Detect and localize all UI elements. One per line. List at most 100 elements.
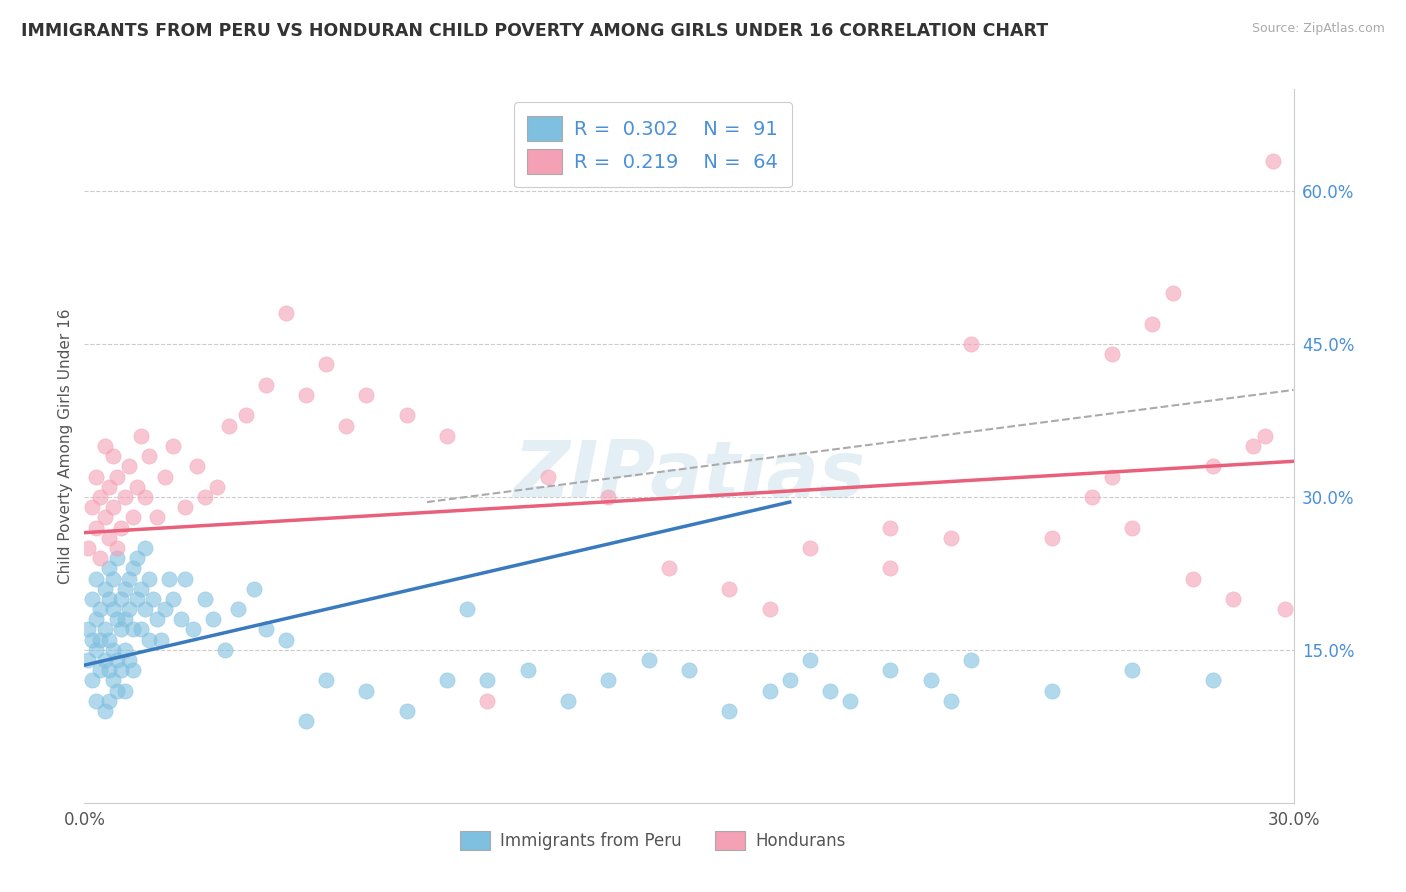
Point (477, 673, 499, 688)
Point (77, 541, 100, 555)
Point (162, 439, 184, 453)
Point (146, 612, 169, 626)
Point (146, 510, 169, 524)
Point (214, 643, 236, 657)
Point (1121, 663, 1143, 677)
Text: ZIPatıas: ZIPatıas (513, 436, 865, 513)
Point (395, 409, 418, 423)
Point (114, 612, 136, 626)
Point (101, 449, 124, 463)
Point (637, 653, 659, 667)
Point (97, 632, 120, 647)
Point (110, 623, 132, 637)
Point (101, 643, 124, 657)
Point (174, 500, 197, 515)
Point (110, 591, 132, 606)
Point (86, 469, 108, 483)
Point (295, 714, 318, 729)
Point (1274, 602, 1296, 616)
Y-axis label: Child Poverty Among Girls Under 16: Child Poverty Among Girls Under 16 (58, 309, 73, 583)
Point (186, 459, 208, 474)
Point (254, 377, 277, 392)
Point (939, 531, 962, 545)
Point (207, 480, 229, 494)
Point (170, 612, 193, 626)
Point (118, 653, 141, 667)
Point (194, 591, 217, 606)
Point (598, 673, 620, 688)
Point (153, 602, 176, 616)
Point (138, 632, 160, 647)
Point (89, 490, 111, 504)
Point (1202, 673, 1225, 688)
Point (105, 653, 128, 667)
Point (82, 673, 104, 688)
Point (1101, 469, 1123, 483)
Point (295, 388, 318, 402)
Text: Source: ZipAtlas.com: Source: ZipAtlas.com (1251, 22, 1385, 36)
Point (939, 694, 962, 708)
Point (960, 653, 983, 667)
Point (274, 306, 297, 320)
Point (1161, 286, 1184, 301)
Point (129, 623, 152, 637)
Point (110, 520, 132, 534)
Point (839, 694, 862, 708)
Point (129, 429, 152, 443)
Point (799, 653, 821, 667)
Point (718, 582, 741, 596)
Point (114, 643, 136, 657)
Point (134, 602, 156, 616)
Point (114, 683, 136, 698)
Point (174, 572, 197, 586)
Point (121, 663, 143, 677)
Point (254, 623, 277, 637)
Point (1181, 572, 1204, 586)
Point (1040, 683, 1063, 698)
Point (82, 632, 104, 647)
Point (125, 480, 148, 494)
Point (77, 653, 100, 667)
Point (1254, 429, 1277, 443)
Point (138, 449, 160, 463)
Point (97, 531, 120, 545)
Point (879, 520, 901, 534)
Point (456, 602, 478, 616)
Point (121, 561, 143, 575)
Point (77, 623, 100, 637)
Point (97, 561, 120, 575)
Point (960, 337, 983, 351)
Point (93, 623, 115, 637)
Point (1040, 531, 1063, 545)
Legend: Immigrants from Peru, Hondurans: Immigrants from Peru, Hondurans (451, 822, 853, 859)
Point (118, 602, 141, 616)
Point (1101, 347, 1123, 361)
Point (101, 673, 124, 688)
Point (436, 429, 458, 443)
Point (125, 591, 148, 606)
Point (105, 551, 128, 566)
Point (356, 388, 378, 402)
Point (101, 602, 124, 616)
Point (356, 683, 378, 698)
Point (335, 418, 357, 433)
Point (1081, 490, 1104, 504)
Point (879, 561, 901, 575)
Point (818, 683, 841, 698)
Point (557, 694, 579, 708)
Point (93, 582, 115, 596)
Point (138, 572, 160, 586)
Point (105, 683, 128, 698)
Point (121, 623, 143, 637)
Point (82, 591, 104, 606)
Point (118, 459, 141, 474)
Point (1121, 520, 1143, 534)
Point (758, 683, 780, 698)
Point (162, 591, 184, 606)
Point (89, 602, 111, 616)
Point (1202, 459, 1225, 474)
Point (194, 490, 217, 504)
Point (149, 632, 172, 647)
Point (89, 632, 111, 647)
Point (658, 561, 681, 575)
